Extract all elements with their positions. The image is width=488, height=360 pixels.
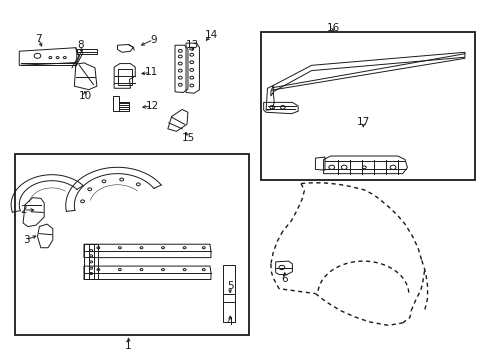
Text: 17: 17 [356,117,369,127]
Text: 10: 10 [78,91,91,101]
Text: 2: 2 [20,205,26,215]
Bar [16,154,249,335]
Text: 5: 5 [226,281,233,291]
Text: 12: 12 [145,101,159,111]
Text: 13: 13 [186,40,199,50]
Text: 16: 16 [326,23,339,33]
Text: 15: 15 [181,133,194,143]
Bar [261,32,473,180]
Text: 7: 7 [35,34,41,44]
Text: 3: 3 [22,235,29,245]
Text: 6: 6 [281,274,287,284]
Text: 1: 1 [125,341,132,351]
Text: 4: 4 [226,317,233,327]
Text: 14: 14 [204,30,217,40]
Text: 9: 9 [150,35,157,45]
Text: 8: 8 [77,40,84,50]
Text: 11: 11 [144,67,157,77]
